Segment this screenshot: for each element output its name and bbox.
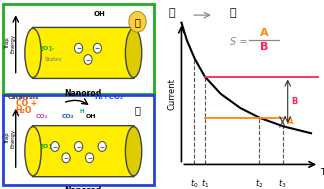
Ellipse shape <box>125 127 142 176</box>
Text: H: H <box>79 109 84 114</box>
Text: CO +: CO + <box>16 98 37 108</box>
Bar <box>3 95 154 185</box>
Text: S =: S = <box>230 37 251 46</box>
Text: [O]$_v$: [O]$_v$ <box>40 44 56 53</box>
Text: 💡: 💡 <box>230 8 237 18</box>
Text: Nanorod: Nanorod <box>65 186 102 189</box>
Text: H₂+CO₂: H₂+CO₂ <box>94 94 123 100</box>
Text: B: B <box>260 42 268 52</box>
Text: OH: OH <box>94 11 106 17</box>
Text: Time: Time <box>320 168 324 177</box>
Bar <box>3 4 154 94</box>
Text: 💡: 💡 <box>168 8 175 18</box>
Text: Trap
Energy: Trap Energy <box>5 34 16 53</box>
Text: Trap
Energy: Trap Energy <box>5 128 16 148</box>
Text: A: A <box>260 28 268 38</box>
Text: CO₂: CO₂ <box>36 114 49 119</box>
Text: [O]$_v$: [O]$_v$ <box>40 142 56 151</box>
Text: Nanorod: Nanorod <box>65 89 102 98</box>
Circle shape <box>93 43 101 53</box>
Ellipse shape <box>25 28 41 77</box>
Text: States: States <box>45 57 62 62</box>
Text: $t_0$: $t_0$ <box>190 178 199 189</box>
Circle shape <box>75 142 83 151</box>
Text: Catalysis: Catalysis <box>8 95 40 100</box>
Text: −: − <box>87 155 92 160</box>
Text: CO₂: CO₂ <box>61 114 74 119</box>
Circle shape <box>86 153 94 163</box>
FancyBboxPatch shape <box>32 27 134 78</box>
Text: −: − <box>64 155 69 160</box>
Text: −: − <box>76 144 81 149</box>
Text: B: B <box>292 97 298 106</box>
Text: $t_1$: $t_1$ <box>201 178 209 189</box>
FancyBboxPatch shape <box>32 126 134 177</box>
Text: −: − <box>85 57 91 62</box>
Text: 💡: 💡 <box>134 17 140 27</box>
Text: −: − <box>52 144 58 149</box>
Circle shape <box>129 11 146 32</box>
Circle shape <box>62 153 70 163</box>
Text: ☀: ☀ <box>133 13 142 23</box>
Circle shape <box>98 142 106 151</box>
Text: 💡: 💡 <box>134 106 140 115</box>
Text: Current: Current <box>167 79 176 110</box>
Text: −: − <box>95 46 100 51</box>
Circle shape <box>51 142 59 151</box>
Ellipse shape <box>25 127 41 176</box>
Text: H₂O: H₂O <box>16 106 32 115</box>
Ellipse shape <box>125 28 142 77</box>
Text: −: − <box>99 144 105 149</box>
Text: $t_2$: $t_2$ <box>255 178 263 189</box>
Text: −: − <box>76 46 81 51</box>
Circle shape <box>84 55 92 64</box>
Text: $t_3$: $t_3$ <box>278 178 287 189</box>
Text: OH: OH <box>86 114 97 119</box>
Circle shape <box>75 43 83 53</box>
Text: A: A <box>286 117 293 126</box>
